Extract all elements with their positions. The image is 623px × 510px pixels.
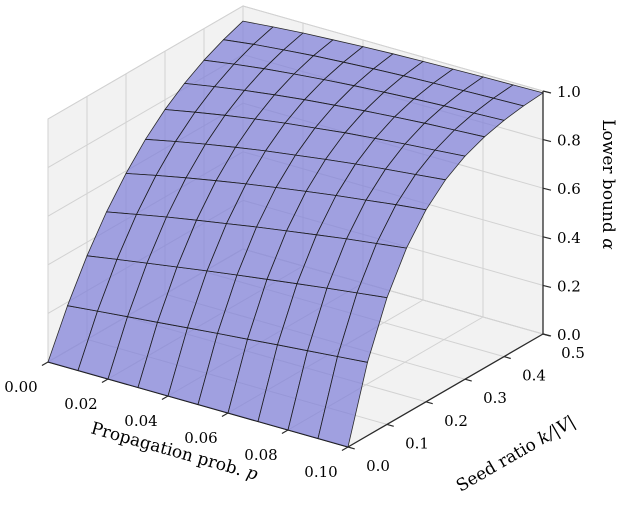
y-tick-mark (425, 401, 433, 405)
y-tick-label: 0.2 (444, 412, 468, 430)
y-tick-label: 0.5 (561, 344, 585, 362)
x-axis-label: Propagation prob. p (89, 419, 261, 485)
y-tick-label: 0.4 (522, 367, 546, 385)
x-tick-mark (41, 361, 49, 367)
z-tick-mark (542, 333, 552, 337)
x-tick-label: 0.02 (64, 395, 97, 413)
z-tick-label: 0.4 (557, 229, 581, 247)
z-tick-mark (542, 187, 552, 191)
z-tick-label: 0.0 (557, 326, 581, 344)
z-tick-mark (542, 139, 552, 143)
z-tick-label: 0.6 (557, 180, 581, 198)
y-tick-label: 0.0 (366, 457, 390, 475)
y-tick-mark (503, 356, 511, 360)
z-tick-label: 1.0 (557, 83, 581, 101)
y-tick-label: 0.1 (405, 434, 429, 452)
x-tick-label: 0.08 (244, 446, 277, 464)
y-axis-label: Seed ratio k/|V| (453, 412, 579, 497)
x-tick-label: 0.04 (124, 412, 157, 430)
y-tick-label: 0.3 (483, 389, 507, 407)
surface-facet (356, 243, 407, 299)
grid-z-backwall (242, 5, 544, 92)
z-tick-label: 0.2 (557, 277, 581, 295)
z-tick-mark (542, 284, 552, 288)
x-tick-mark (341, 446, 349, 452)
z-tick-label: 0.8 (557, 132, 581, 150)
x-tick-mark (281, 429, 289, 435)
z-axis-label: Lower bound α (598, 119, 618, 250)
z-tick-mark (542, 236, 552, 240)
y-tick-mark (386, 423, 394, 427)
grid-z-leftwall (47, 5, 244, 120)
y-tick-mark (347, 446, 355, 450)
y-tick-mark (464, 378, 472, 382)
x-tick-mark (221, 412, 229, 418)
x-tick-label: 0.10 (304, 463, 337, 481)
x-tick-label: 0.06 (184, 429, 217, 447)
x-tick-mark (101, 378, 109, 384)
z-tick-mark (542, 90, 552, 94)
y-axis-line (347, 333, 544, 448)
x-tick-label: 0.00 (4, 378, 37, 396)
x-tick-mark (161, 395, 169, 401)
